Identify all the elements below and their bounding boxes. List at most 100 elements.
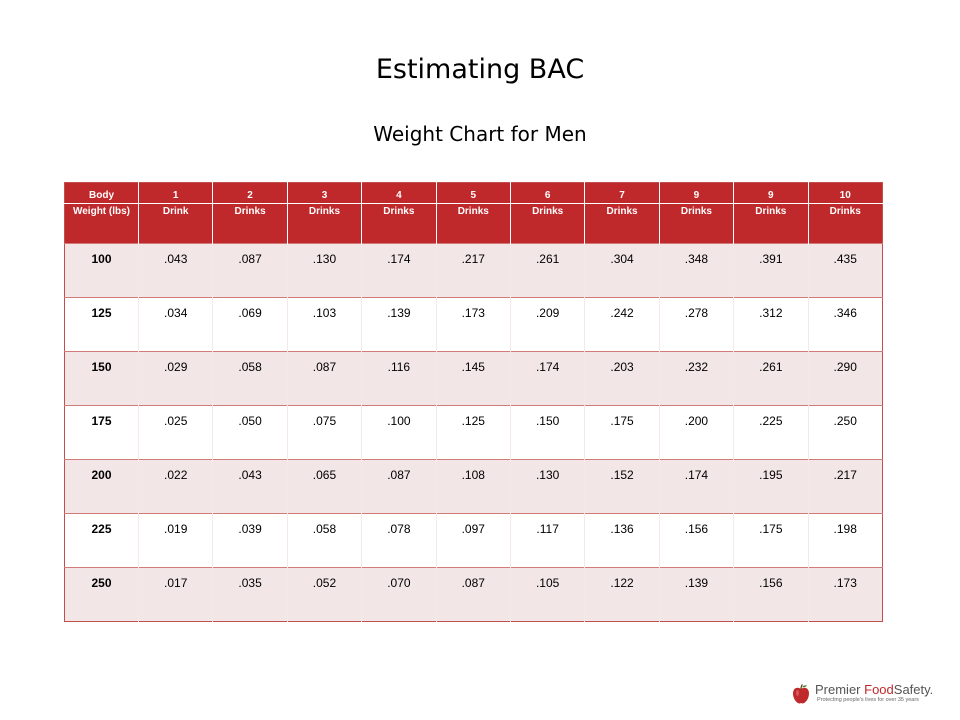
- bac-value: .087: [461, 576, 485, 590]
- bac-value-cell: .017: [137, 567, 213, 622]
- bac-value: .058: [312, 522, 337, 536]
- bac-value: .348: [684, 252, 709, 266]
- bac-value: .130: [312, 252, 337, 266]
- bac-value-cell: .225: [733, 405, 809, 460]
- bac-value: .278: [684, 306, 709, 320]
- bac-value: .122: [610, 576, 634, 590]
- body-weight-value: 100: [91, 252, 112, 266]
- bac-value: .116: [387, 360, 411, 374]
- logo-brand-safety: Safety.: [893, 682, 934, 697]
- bac-value-cell: .391: [733, 243, 809, 298]
- bac-value: .043: [238, 468, 262, 482]
- logo-brand-food: Food: [864, 682, 894, 697]
- body-weight-value: 125: [91, 306, 112, 320]
- bac-value: .174: [684, 468, 709, 482]
- header-drink-label: Drinks: [286, 203, 362, 244]
- bac-value-cell: .078: [361, 513, 437, 568]
- bac-value: .152: [610, 468, 634, 482]
- header-drink-count: 9: [733, 182, 809, 204]
- body-weight-cell: 175: [64, 405, 139, 460]
- header-drink-label: Drinks: [435, 203, 511, 244]
- bac-value-cell: .435: [807, 243, 883, 298]
- bac-value-cell: .050: [212, 405, 288, 460]
- bac-value-cell: .065: [286, 459, 362, 514]
- bac-value-cell: .087: [212, 243, 288, 298]
- bac-value-cell: .122: [584, 567, 660, 622]
- bac-value-cell: .100: [361, 405, 437, 460]
- header-drink-label: Drinks: [807, 203, 883, 244]
- header-drink-count: 10: [807, 182, 883, 204]
- bac-value-cell: .043: [212, 459, 288, 514]
- bac-value-cell: .209: [509, 297, 585, 352]
- bac-value: .250: [833, 414, 857, 428]
- bac-value-cell: .173: [435, 297, 511, 352]
- bac-value: .022: [164, 468, 188, 482]
- bac-value: .117: [536, 522, 559, 536]
- bac-value: .391: [759, 252, 783, 266]
- bac-weight-table: Body 1 2 3 4 5 6 7 9 9 10 Weight (lbs) Drink Drinks D…: [64, 182, 883, 622]
- bac-value: .174: [535, 360, 560, 374]
- logo-tagline: Protecting people's lives for over 35 ye…: [817, 697, 919, 703]
- bac-value: .130: [535, 468, 560, 482]
- table-row: 125 .034 .069 .103 .139 .173 .209 .242 .278 .312.…: [64, 297, 883, 352]
- bac-value-cell: .022: [137, 459, 213, 514]
- body-weight-cell: 225: [64, 513, 139, 568]
- bac-value-cell: .150: [509, 405, 585, 460]
- bac-value: .078: [387, 522, 411, 536]
- apple-icon: [793, 684, 809, 704]
- bac-value-cell: .174: [509, 351, 585, 406]
- bac-value: .058: [238, 360, 262, 374]
- bac-value-cell: .087: [361, 459, 437, 514]
- bac-value: .065: [312, 468, 337, 482]
- bac-value: .039: [238, 522, 262, 536]
- bac-value: .290: [833, 360, 857, 374]
- body-weight-cell: 125: [64, 297, 139, 352]
- bac-value-cell: .136: [584, 513, 660, 568]
- bac-value: .209: [535, 306, 560, 320]
- bac-value: .261: [535, 252, 560, 266]
- bac-value: .217: [833, 468, 857, 482]
- bac-value-cell: .070: [361, 567, 437, 622]
- bac-value: .034: [164, 306, 188, 320]
- bac-value: .217: [461, 252, 485, 266]
- header-drink-label: Drinks: [733, 203, 809, 244]
- body-weight-value: 250: [91, 576, 112, 590]
- bac-value: .261: [759, 360, 783, 374]
- table-row: 100 .043 .087 .130 .174 .217 .261 .304 .348 .391.…: [64, 243, 883, 298]
- bac-value: .173: [461, 306, 485, 320]
- bac-value: .125: [461, 414, 485, 428]
- bac-value: .139: [684, 576, 709, 590]
- table-row: 225 .019 .039 .058 .078 .097 .117 .136 .156 .175.…: [64, 513, 883, 568]
- bac-value-cell: .217: [807, 459, 883, 514]
- bac-value-cell: .174: [658, 459, 734, 514]
- bac-value-cell: .304: [584, 243, 660, 298]
- bac-value-cell: .019: [137, 513, 213, 568]
- bac-value: .232: [684, 360, 709, 374]
- bac-value: .105: [535, 576, 560, 590]
- bac-value-cell: .242: [584, 297, 660, 352]
- header-weight-label: Weight (lbs): [64, 203, 139, 244]
- body-weight-cell: 150: [64, 351, 139, 406]
- header-drink-count: 1: [137, 182, 213, 204]
- header-drink-count: 6: [509, 182, 585, 204]
- header-drink-count: 7: [584, 182, 660, 204]
- table-row: 200 .022 .043 .065 .087 .108 .130 .152 .174 .195.…: [64, 459, 883, 514]
- bac-value: .103: [312, 306, 337, 320]
- bac-value: .225: [759, 414, 783, 428]
- bac-value: .025: [164, 414, 188, 428]
- bac-value: .156: [684, 522, 709, 536]
- bac-value: .087: [312, 360, 337, 374]
- body-weight-value: 225: [91, 522, 112, 536]
- bac-value: .145: [461, 360, 485, 374]
- bac-value-cell: .261: [733, 351, 809, 406]
- bac-value-cell: .087: [435, 567, 511, 622]
- bac-value: .050: [238, 414, 262, 428]
- table-body: 100 .043 .087 .130 .174 .217 .261 .304 .348 .391.…: [64, 243, 883, 622]
- header-drink-count: 2: [212, 182, 288, 204]
- header-drink-label: Drinks: [584, 203, 660, 244]
- bac-value: .052: [312, 576, 337, 590]
- bac-value: .139: [387, 306, 411, 320]
- bac-value: .019: [164, 522, 188, 536]
- header-row-drink-count: Body 1 2 3 4 5 6 7 9 9 10: [64, 182, 883, 204]
- header-drink-label: Drinks: [509, 203, 585, 244]
